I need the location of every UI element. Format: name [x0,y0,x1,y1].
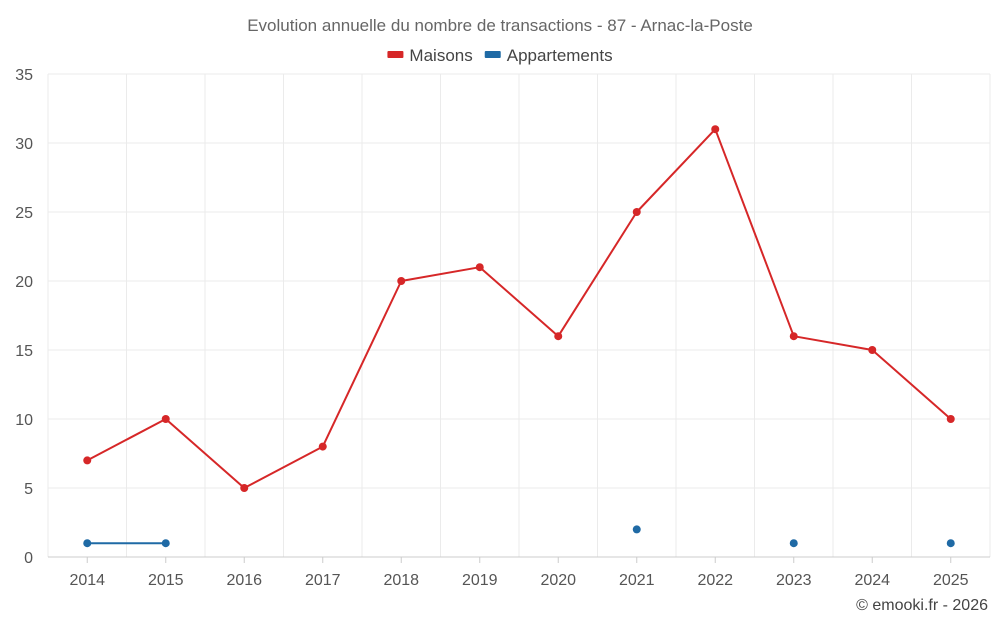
data-point-appartements [632,525,641,534]
data-point-maisons [554,332,563,341]
legend-swatch [387,51,404,58]
x-tick-label: 2023 [776,572,812,589]
y-tick-label: 0 [24,550,33,567]
y-tick-label: 20 [15,274,33,291]
data-point-maisons [397,277,406,285]
data-point-maisons [946,415,955,423]
y-tick-label: 10 [15,412,33,429]
y-tick-label: 25 [15,205,33,222]
legend-swatch [484,51,501,58]
data-point-maisons [711,125,720,134]
x-tick-label: 2017 [305,572,341,589]
legend-label: Appartements [507,46,613,65]
data-point-maisons [240,484,249,492]
plot-area [83,125,955,548]
data-point-appartements [789,539,798,548]
series-line-maisons [86,128,952,489]
data-point-maisons [632,208,641,216]
legend-item-appartements: Appartements [484,46,613,65]
x-tick-label: 2015 [148,572,184,589]
legend-item-maisons: Maisons [387,46,473,65]
x-tick-label: 2020 [540,572,576,589]
data-point-maisons [868,346,877,354]
x-tick-label: 2024 [854,572,890,589]
y-tick-label: 5 [24,481,33,498]
data-point-appartements [946,539,955,548]
y-tick-label: 15 [15,343,33,360]
legend-label: Maisons [409,46,472,65]
x-tick-label: 2018 [383,572,419,589]
data-point-maisons [789,332,798,341]
y-axis: 0 5 10 15 20 25 30 35 [15,67,33,567]
legend: Maisons Appartements [387,46,613,65]
x-axis: 2014 2015 2016 2017 2018 2019 2020 2021 2022 2023… [48,556,990,589]
data-point-maisons [83,456,92,465]
x-tick-label: 2021 [619,572,655,589]
data-point-maisons [318,442,327,451]
y-tick-label: 30 [15,136,33,153]
data-point-maisons [475,263,484,272]
credit-text: © emooki.fr - 2026 [856,597,988,614]
grid [47,73,991,558]
x-tick-label: 2019 [462,572,498,589]
data-point-appartements [161,539,170,548]
data-point-maisons [161,415,170,423]
y-tick-label: 35 [15,67,33,84]
data-point-appartements [83,539,92,548]
x-tick-label: 2025 [933,572,969,589]
chart-title: Evolution annuelle du nombre de transact… [247,16,753,35]
x-tick-label: 2022 [697,572,733,589]
x-tick-label: 2014 [69,572,105,589]
x-tick-label: 2016 [226,572,262,589]
